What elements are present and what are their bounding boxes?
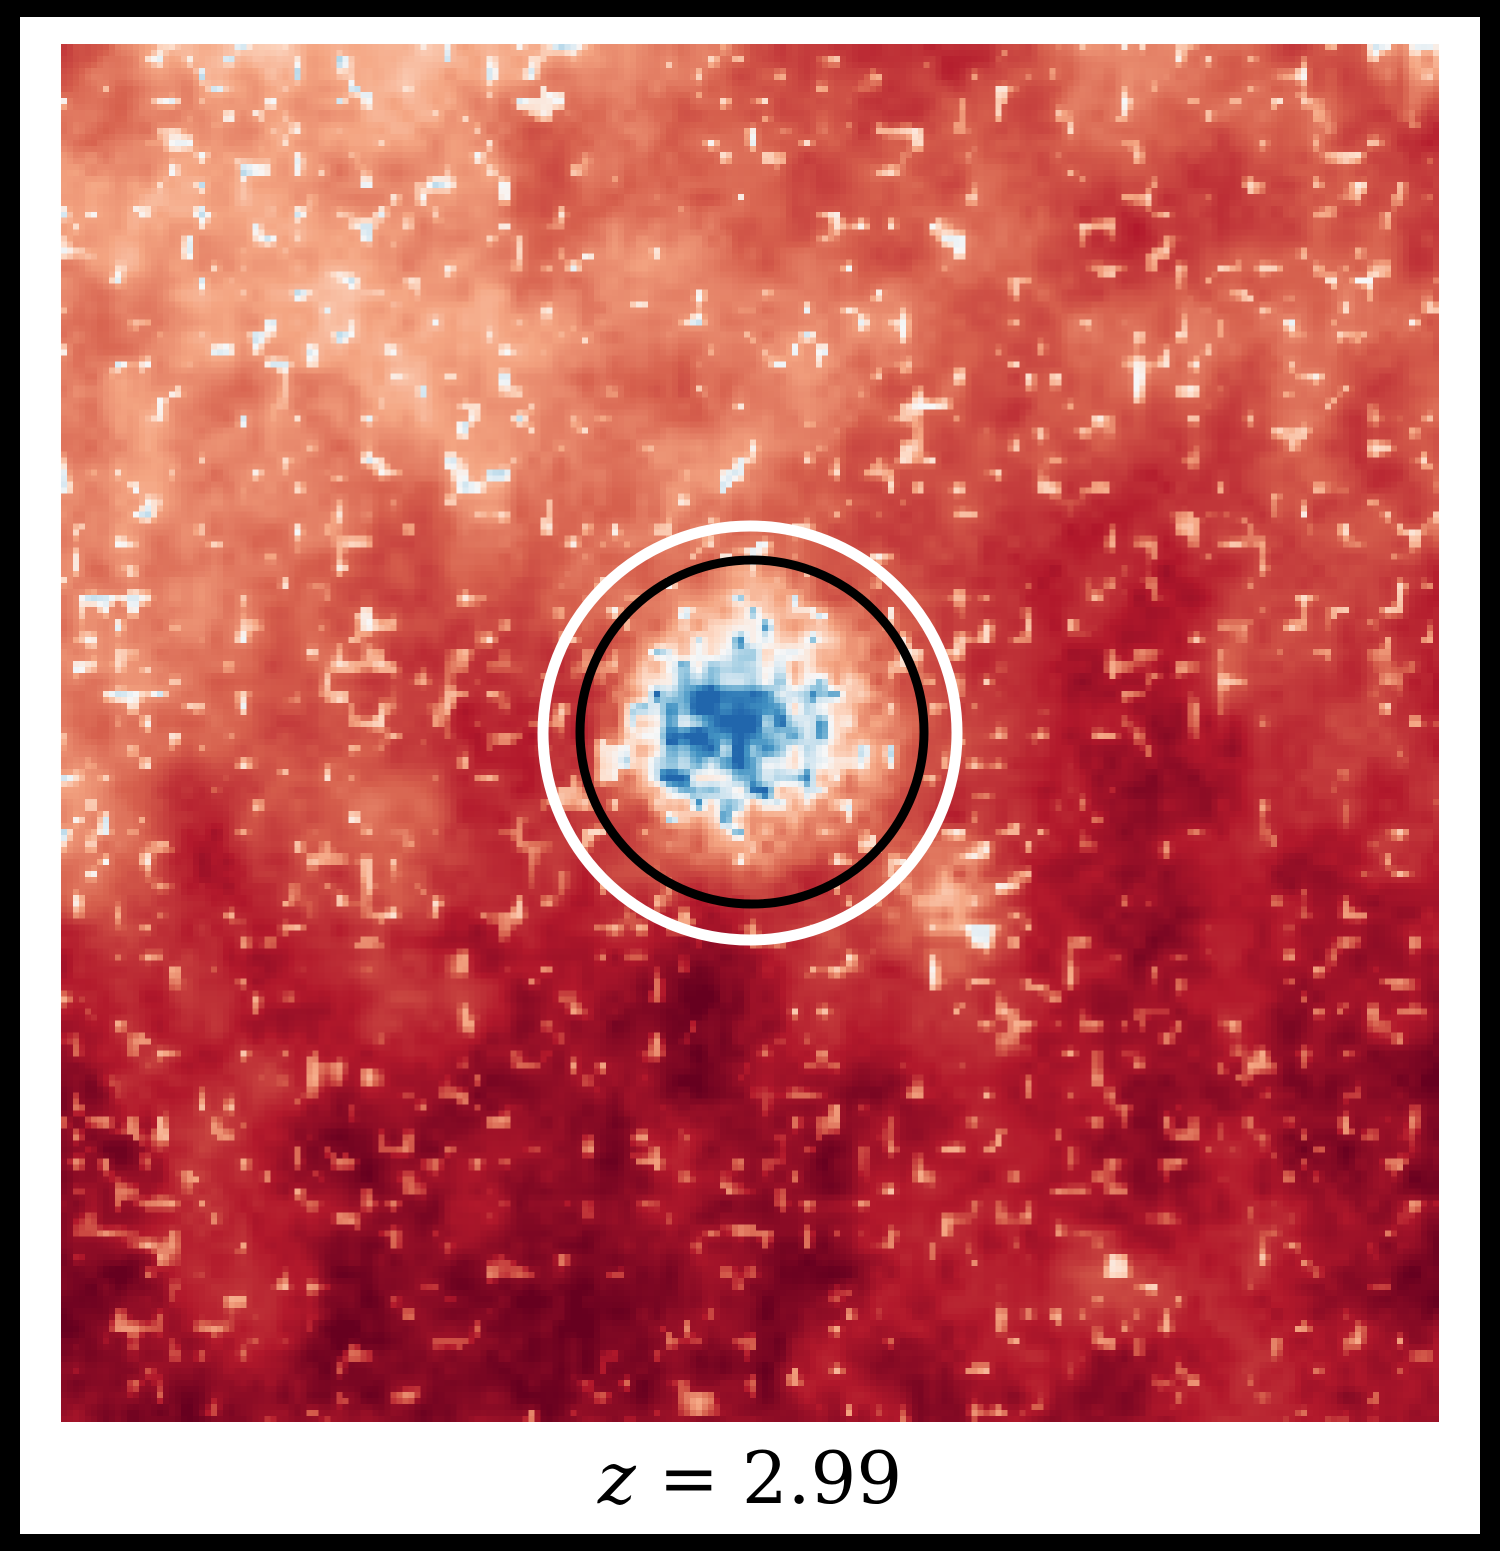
caption-value: 2.99 [741,1436,903,1520]
field-map-panel [61,44,1439,1422]
redshift-caption: z = 2.99 [0,1428,1500,1528]
field-heatmap [61,44,1439,1422]
caption-equals: = [658,1436,719,1520]
caption-variable: z [597,1436,636,1520]
circle-overlay [537,520,963,946]
inner-black-circle [575,555,929,909]
outer-white-circle [537,520,963,946]
